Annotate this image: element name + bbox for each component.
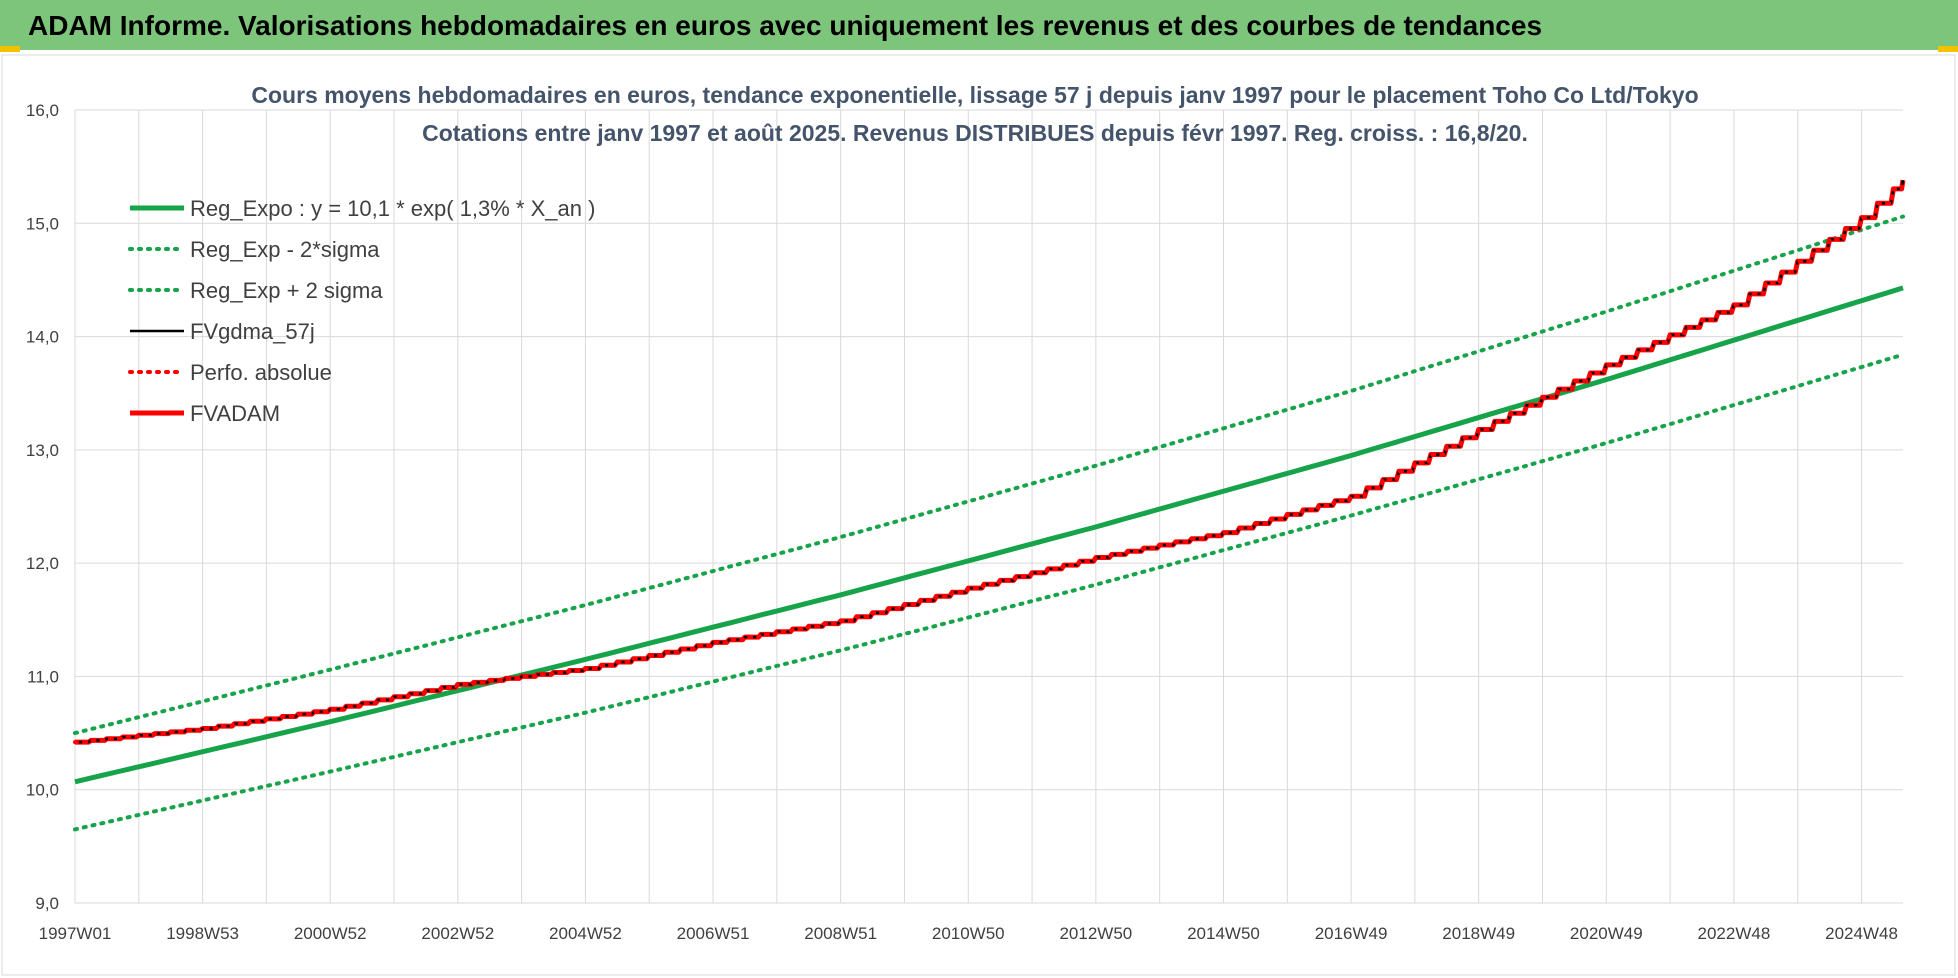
- series-group: [73, 178, 1906, 832]
- x-axis-ticks: 1997W01 1998W53 2000W52 2002W52 2004W52 2006W…: [39, 924, 1898, 943]
- x-tick-label: 1997W01: [39, 924, 112, 943]
- x-tick-label: 2018W49: [1442, 924, 1515, 943]
- legend: Reg_Expo : y = 10,1 * exp( 1,3% * X_an )…: [128, 196, 595, 426]
- series-line-2: [73, 352, 1905, 832]
- chart-title-line-1: Cours moyens hebdomadaires en euros, ten…: [251, 82, 1698, 108]
- x-tick-label: 2014W50: [1187, 924, 1260, 943]
- y-tick-label: 11,0: [27, 667, 59, 686]
- series-line-5: [73, 178, 1905, 745]
- legend-label-6: FVADAM: [190, 401, 280, 426]
- x-tick-label: 2016W49: [1315, 924, 1388, 943]
- x-tick-label: 2006W51: [677, 924, 750, 943]
- banner-accent-left: [0, 46, 20, 52]
- x-tick-label: 2000W52: [294, 924, 367, 943]
- x-tick-label: 2004W52: [549, 924, 622, 943]
- series-line-4: [75, 180, 1905, 744]
- y-tick-label: 16,0: [26, 101, 59, 120]
- grid: [74, 109, 1903, 904]
- series-line-3: [73, 214, 1905, 736]
- x-tick-label: 2002W52: [421, 924, 494, 943]
- y-tick-label: 14,0: [26, 328, 59, 347]
- series-line-1: [74, 285, 1904, 785]
- x-tick-label: 2008W51: [804, 924, 877, 943]
- chart-frame: [1, 54, 1956, 976]
- y-tick-label: 12,0: [26, 554, 59, 573]
- y-tick-label: 15,0: [26, 214, 59, 233]
- chart-title-line-2: Cotations entre janv 1997 et août 2025. …: [422, 120, 1528, 146]
- legend-label-1: Reg_Expo : y = 10,1 * exp( 1,3% * X_an ): [190, 196, 595, 221]
- y-axis-ticks: 9,0 10,0 11,0 12,0 13,0 14,0 15,0 16,0: [26, 101, 59, 913]
- banner-accent-right: [1938, 46, 1958, 52]
- series-line-6: [75, 179, 1906, 745]
- legend-label-2: Reg_Exp - 2*sigma: [190, 237, 380, 262]
- x-tick-label: 2010W50: [932, 924, 1005, 943]
- y-tick-label: 13,0: [26, 441, 59, 460]
- banner-title: ADAM Informe. Valorisations hebdomadaire…: [28, 10, 1542, 41]
- y-tick-label: 9,0: [35, 894, 59, 913]
- banner-background: [0, 0, 1958, 50]
- x-tick-label: 2012W50: [1059, 924, 1132, 943]
- x-tick-label: 2024W48: [1825, 924, 1898, 943]
- x-tick-label: 1998W53: [166, 924, 239, 943]
- y-tick-label: 10,0: [26, 781, 59, 800]
- x-tick-label: 2022W48: [1698, 924, 1771, 943]
- x-tick-label: 2020W49: [1570, 924, 1643, 943]
- legend-label-3: Reg_Exp + 2 sigma: [190, 278, 383, 303]
- legend-label-4: FVgdma_57j: [190, 319, 315, 344]
- legend-label-5: Perfo. absolue: [190, 360, 332, 385]
